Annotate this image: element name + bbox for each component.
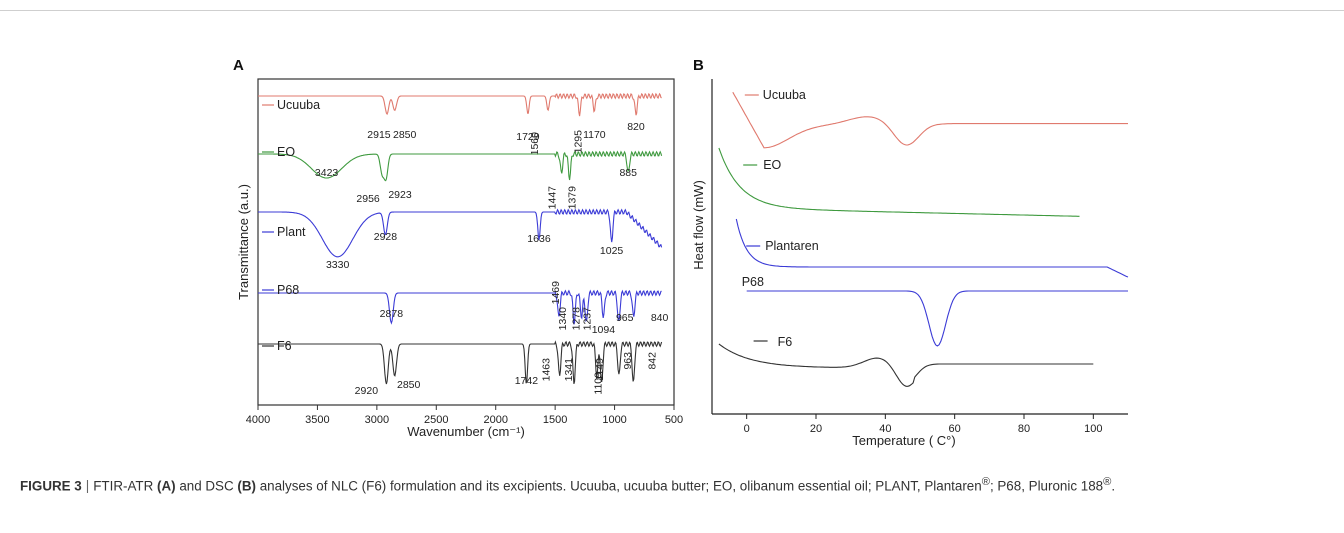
ftir-series-eo: EO 3423 2956 2923 1447 1379 885 xyxy=(258,145,662,209)
ftir-peak-label: 842 xyxy=(646,352,658,370)
ftir-peak-label: 1447 xyxy=(546,186,558,210)
figure-caption: FIGURE 3 | FTIR-ATR (A) and DSC (B) analys… xyxy=(20,472,1330,496)
ftir-series-label: Ucuuba xyxy=(277,98,320,112)
ftir-series-label: Plant xyxy=(277,225,306,239)
figure-3: A B 4000 3500 3000 2500 2000 1500 1000 500 Ucuu… xyxy=(0,0,1344,460)
dsc-y-axis-label: Heat flow (mW) xyxy=(691,180,706,270)
ftir-x-tick-label: 500 xyxy=(665,414,683,426)
dsc-series-label: Plantaren xyxy=(765,239,819,253)
dsc-series-ucuuba: Ucuuba xyxy=(733,88,1128,148)
ftir-peak-label: 965 xyxy=(616,312,634,324)
ftir-peak-label: 2928 xyxy=(374,231,398,243)
caption-text-5: . xyxy=(1111,478,1115,493)
ftir-peak-label: 1025 xyxy=(600,245,624,257)
ftir-peak-label: 2878 xyxy=(380,308,404,320)
figure-svg: A B 4000 3500 3000 2500 2000 1500 1000 500 Ucuu… xyxy=(0,0,1344,460)
ftir-peak-label: 963 xyxy=(622,352,634,370)
dsc-series-eo: EO xyxy=(719,148,1080,216)
ftir-peak-label: 2920 xyxy=(355,385,379,397)
ftir-x-tick-label: 1500 xyxy=(543,414,567,426)
caption-reg-mark-1: ® xyxy=(982,476,990,488)
ftir-y-axis-label: Transmittance (a.u.) xyxy=(236,184,251,300)
ftir-peak-label: 1636 xyxy=(527,233,551,245)
dsc-series-p68: P68 xyxy=(742,275,1128,346)
ftir-peak-label: 2850 xyxy=(397,379,421,391)
ftir-peak-label: 3423 xyxy=(315,167,339,179)
ftir-peak-label: 1469 xyxy=(550,281,562,305)
caption-text-1: FTIR-ATR xyxy=(93,478,153,493)
ftir-peak-label: 1094 xyxy=(592,324,616,336)
caption-panel-b-ref: (B) xyxy=(237,478,256,493)
ftir-x-tick-label: 1000 xyxy=(602,414,626,426)
dsc-series-label: Ucuuba xyxy=(763,88,806,102)
dsc-series-f6: F6 xyxy=(719,335,1093,386)
ftir-x-tick-label: 3000 xyxy=(365,414,389,426)
ftir-series-label: EO xyxy=(277,145,295,159)
ftir-peak-label: 1463 xyxy=(541,358,553,382)
caption-panel-a-ref: (A) xyxy=(157,478,176,493)
ftir-peak-label: 885 xyxy=(619,167,637,179)
dsc-series-label: F6 xyxy=(778,335,793,349)
ftir-series-label: P68 xyxy=(277,283,299,297)
ftir-peak-label: 2923 xyxy=(388,189,412,201)
dsc-x-axis-label: Temperature ( C°) xyxy=(852,433,955,448)
dsc-x-tick-label: 80 xyxy=(1018,423,1030,435)
dsc-trace-f6 xyxy=(719,344,1093,386)
dsc-x-tick-label: 0 xyxy=(744,423,750,435)
ftir-peak-label: 1170 xyxy=(583,129,606,141)
dsc-series-label: EO xyxy=(763,158,781,172)
caption-text-2: and DSC xyxy=(179,478,233,493)
ftir-peak-label: 1379 xyxy=(567,186,579,210)
dsc-x-tick-label: 100 xyxy=(1084,423,1102,435)
ftir-x-axis-label: Wavenumber (cm⁻¹) xyxy=(407,424,525,439)
ftir-peak-label: 2956 xyxy=(356,193,380,205)
ftir-peak-label: 1742 xyxy=(515,375,539,387)
ftir-series-plant: Plant 3330 2928 1636 1025 xyxy=(258,210,662,271)
ftir-peak-label: 3330 xyxy=(326,259,350,271)
panel-a-label: A xyxy=(233,57,244,74)
caption-text-4: ; P68, Pluronic 188 xyxy=(990,478,1103,493)
ftir-peak-label: 2850 xyxy=(393,129,417,141)
ftir-peak-label: 1340 xyxy=(557,307,569,331)
panel-b-label: B xyxy=(693,57,704,74)
caption-figure-label: FIGURE 3 xyxy=(20,478,82,493)
dsc-x-tick-label: 20 xyxy=(810,423,822,435)
ftir-peak-label: 1341 xyxy=(563,358,575,382)
ftir-x-tick-label: 3500 xyxy=(305,414,329,426)
dsc-trace-p68 xyxy=(747,291,1128,346)
ftir-peak-label: 1109 xyxy=(593,372,605,395)
dsc-series-plantaren: Plantaren xyxy=(736,219,1128,277)
ftir-series-label: F6 xyxy=(277,339,292,353)
ftir-x-axis: 4000 3500 3000 2500 2000 1500 1000 500 xyxy=(246,405,683,426)
ftir-peak-label: 820 xyxy=(627,121,645,133)
ftir-x-tick-label: 4000 xyxy=(246,414,270,426)
dsc-x-axis: 0 20 40 60 80 100 xyxy=(744,414,1103,435)
ftir-trace-p68 xyxy=(258,291,662,325)
dsc-series: Ucuuba EO Plantaren P68 F6 xyxy=(719,88,1128,386)
dsc-series-label: P68 xyxy=(742,275,764,289)
ftir-peak-label: 840 xyxy=(651,312,669,324)
ftir-peak-label: 2915 xyxy=(367,129,391,141)
ftir-peak-label: 1560 xyxy=(529,132,541,156)
caption-text-3: analyses of NLC (F6) formulation and its… xyxy=(260,478,982,493)
caption-separator: | xyxy=(82,478,93,493)
